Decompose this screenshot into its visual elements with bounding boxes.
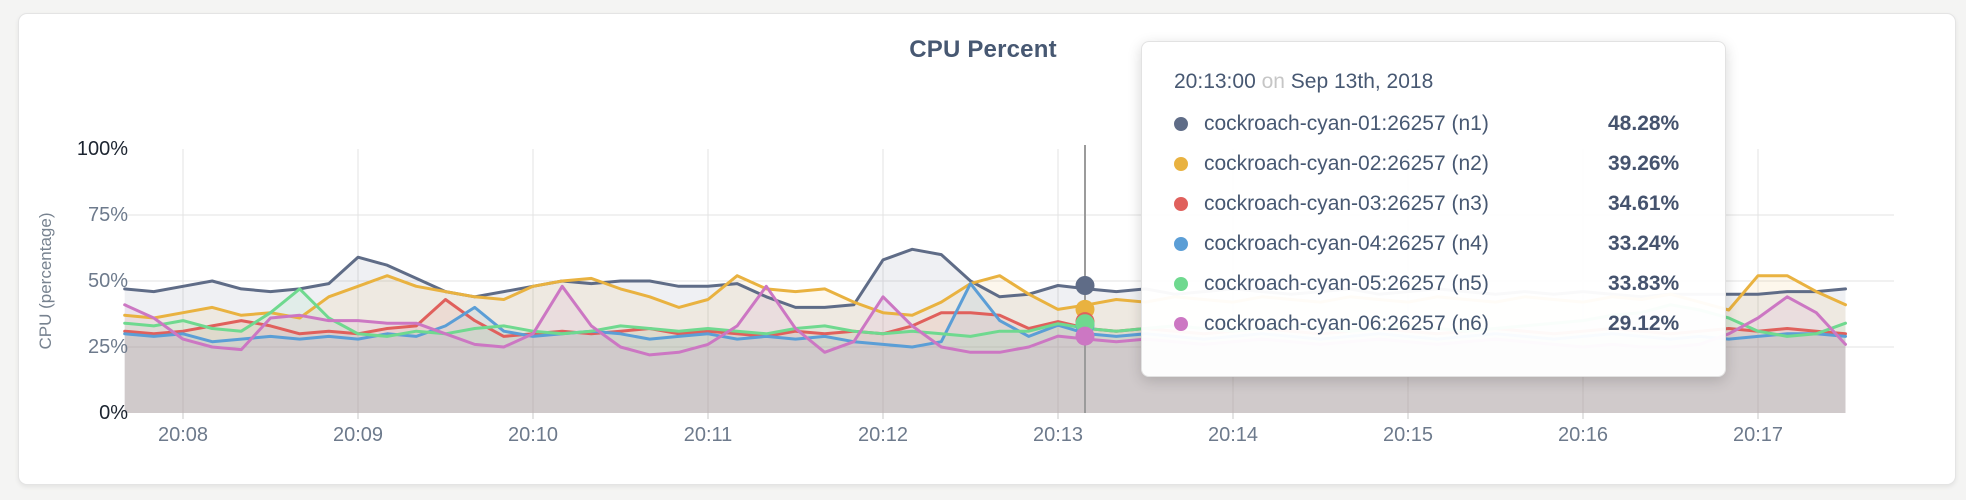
hover-dot-n1 [1075,276,1095,296]
y-tick-label: 25% [87,336,128,358]
series-name: cockroach-cyan-02:26257 (n2) [1204,152,1489,175]
series-name: cockroach-cyan-05:26257 (n5) [1204,272,1489,295]
series-color-dot-icon [1174,277,1188,291]
hover-dot-n6 [1075,326,1095,346]
x-tick-label: 20:10 [507,424,559,446]
chart-title: CPU Percent [909,36,1057,63]
tooltip-series-row: cockroach-cyan-06:26257 (n6) 29.12% [1174,304,1695,344]
y-tick-label: 50% [87,270,128,292]
series-color-dot-icon [1174,237,1188,251]
tooltip-on-word: on [1261,70,1285,93]
series-value: 29.12% [1608,312,1680,335]
series-value: 33.24% [1608,232,1680,255]
tooltip-time: 20:13:00 [1174,70,1256,93]
x-tick-label: 20:14 [1207,424,1259,446]
x-tick-label: 20:08 [157,424,209,446]
x-tick-label: 20:11 [683,424,733,446]
tooltip-series-row: cockroach-cyan-03:26257 (n3) 34.61% [1174,184,1695,224]
series-name: cockroach-cyan-03:26257 (n3) [1204,192,1489,215]
series-area-n3 [124,299,1846,413]
series-area-n6 [124,286,1846,413]
tooltip-series-row: cockroach-cyan-01:26257 (n1) 48.28% [1174,104,1695,144]
x-tick-label: 20:13 [1032,424,1084,446]
series-value: 33.83% [1608,272,1680,295]
x-tick-label: 20:12 [857,424,909,446]
series-color-dot-icon [1174,317,1188,331]
tooltip-date: Sep 13th, 2018 [1290,70,1434,93]
tooltip-series-row: cockroach-cyan-02:26257 (n2) 39.26% [1174,144,1695,184]
tooltip-timestamp: 20:13:00 on Sep 13th, 2018 [1174,70,1695,94]
series-name: cockroach-cyan-01:26257 (n1) [1204,112,1489,135]
series-value: 34.61% [1608,192,1680,215]
x-tick-label: 20:09 [332,424,384,446]
series-area-n4 [124,283,1846,413]
x-tick-label: 20:16 [1557,424,1609,446]
series-color-dot-icon [1174,117,1188,131]
tooltip-series-list: cockroach-cyan-01:26257 (n1) 48.28% cock… [1174,104,1695,344]
series-color-dot-icon [1174,197,1188,211]
x-tick-label: 20:17 [1732,424,1784,446]
y-tick-label: 100% [76,138,128,160]
series-name: cockroach-cyan-06:26257 (n6) [1204,312,1489,335]
series-color-dot-icon [1174,157,1188,171]
tooltip-series-row: cockroach-cyan-04:26257 (n4) 33.24% [1174,224,1695,264]
series-value: 39.26% [1608,152,1680,175]
tooltip-series-row: cockroach-cyan-05:26257 (n5) 33.83% [1174,264,1695,304]
y-tick-label: 0% [99,402,128,424]
series-name: cockroach-cyan-04:26257 (n4) [1204,232,1489,255]
x-tick-label: 20:15 [1382,424,1434,446]
y-tick-label: 75% [87,204,128,226]
series-value: 48.28% [1608,112,1680,135]
chart-tooltip: 20:13:00 on Sep 13th, 2018 cockroach-cya… [1141,41,1726,377]
